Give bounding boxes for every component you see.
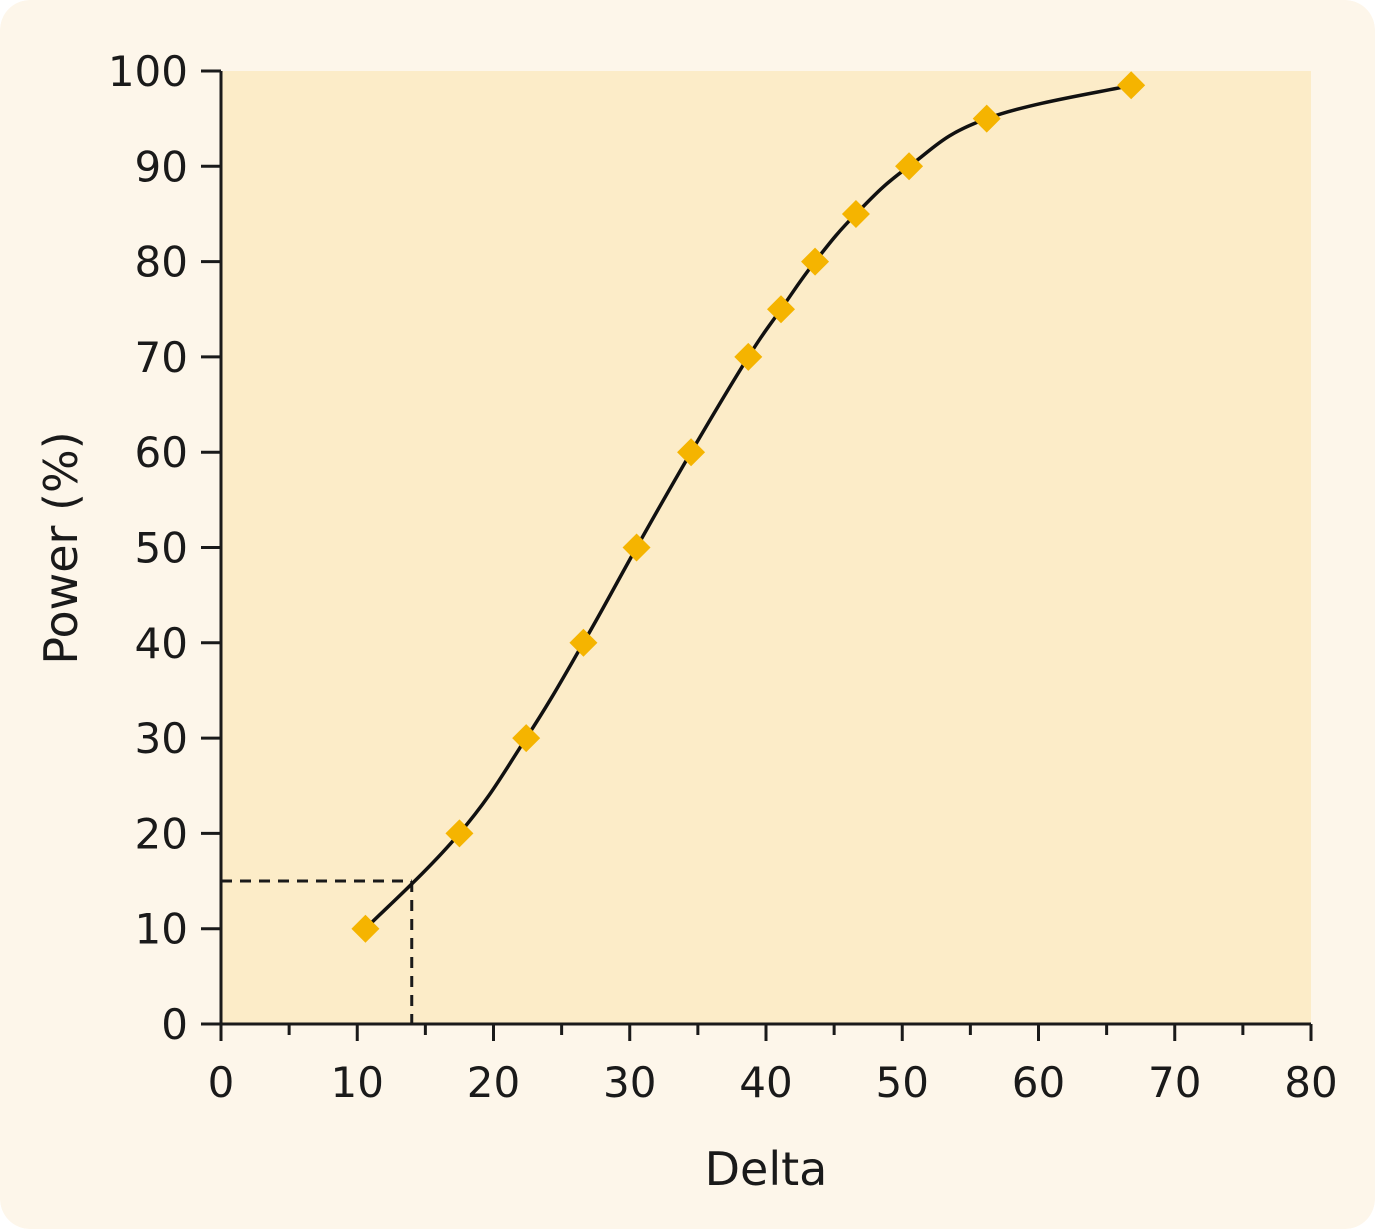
x-axis-title: Delta <box>705 1142 828 1196</box>
y-tick-label: 100 <box>108 47 188 96</box>
y-tick-label: 0 <box>161 1000 188 1049</box>
series-line <box>364 83 1132 930</box>
power-series <box>351 71 1146 943</box>
data-point-marker <box>972 104 1001 133</box>
data-point-marker <box>569 628 598 657</box>
x-tick-label: 70 <box>1148 1058 1201 1107</box>
data-point-marker <box>677 438 706 467</box>
plot-area <box>221 71 1311 1024</box>
x-tick-label: 0 <box>208 1058 235 1107</box>
data-point-marker <box>895 152 924 181</box>
data-point-marker <box>841 199 870 228</box>
x-tick-label: 30 <box>603 1058 656 1107</box>
reference-lines <box>221 879 414 1024</box>
x-tick-label: 60 <box>1012 1058 1065 1107</box>
y-axis-title: Power (%) <box>34 431 88 664</box>
y-axis-ticks: 0 10 20 30 40 50 60 70 80 90 100 <box>108 47 221 1049</box>
y-tick-label: 80 <box>135 238 188 287</box>
y-tick-label: 30 <box>135 714 188 763</box>
y-tick-label: 40 <box>135 619 188 668</box>
y-tick-label: 50 <box>135 524 188 573</box>
data-point-marker <box>622 533 651 562</box>
data-point-marker <box>512 724 541 753</box>
y-tick-label: 70 <box>135 333 188 382</box>
data-point-marker <box>445 819 474 848</box>
y-tick-label: 60 <box>135 428 188 477</box>
x-tick-label: 40 <box>739 1058 792 1107</box>
x-tick-label: 50 <box>876 1058 929 1107</box>
data-point-marker <box>734 342 763 371</box>
x-tick-label: 80 <box>1284 1058 1337 1107</box>
data-point-marker <box>1117 71 1146 100</box>
y-tick-label: 20 <box>135 809 188 858</box>
data-point-marker <box>801 247 830 276</box>
x-axis-ticks: 0 10 20 30 40 50 60 70 80 <box>208 1024 1338 1107</box>
x-tick-label: 20 <box>467 1058 520 1107</box>
data-point-marker <box>766 295 795 324</box>
data-point-marker <box>351 914 380 943</box>
x-tick-label: 10 <box>331 1058 384 1107</box>
y-tick-label: 90 <box>135 142 188 191</box>
y-tick-label: 10 <box>135 905 188 954</box>
